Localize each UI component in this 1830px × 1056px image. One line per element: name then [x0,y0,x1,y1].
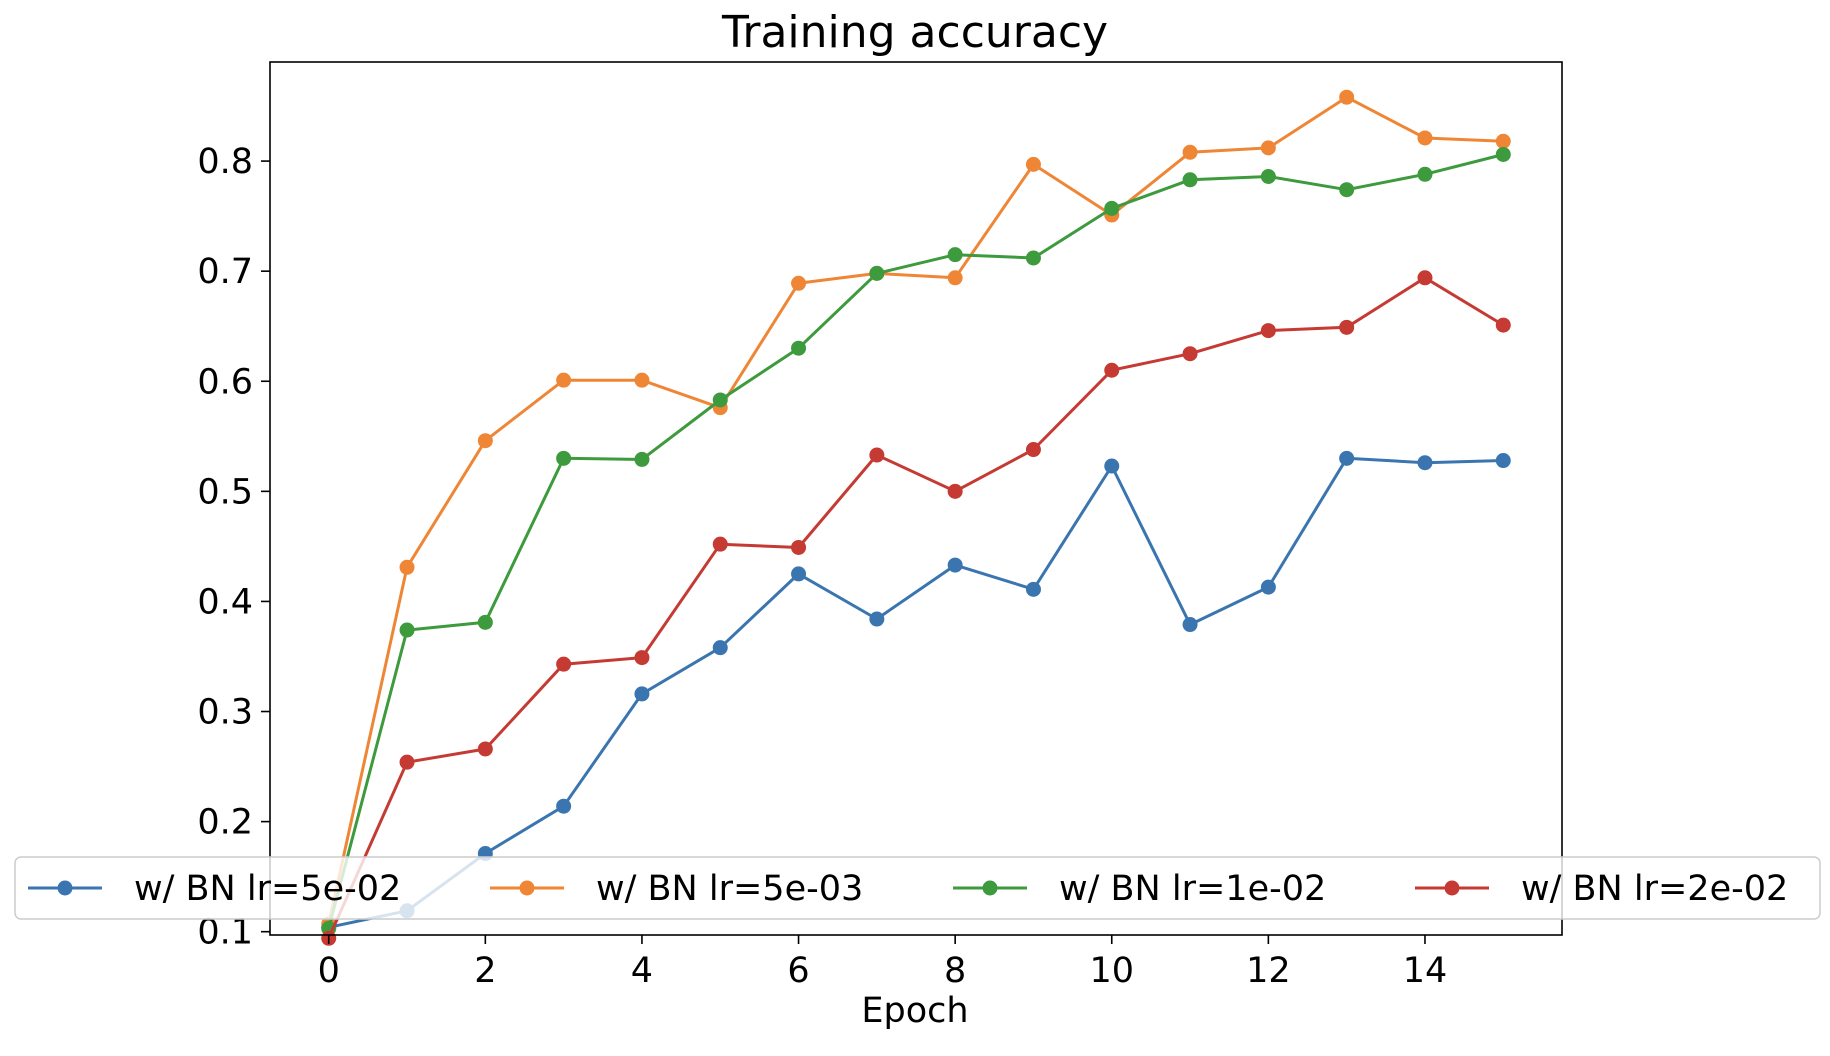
data-point [1495,133,1511,149]
data-point [1339,182,1355,198]
x-tick-label: 10 [1089,951,1134,991]
y-tick-label: 0.4 [197,582,253,622]
data-point [634,451,650,467]
data-point [1260,579,1276,595]
legend-marker [1444,880,1460,896]
data-point [556,798,572,814]
series-line [328,456,1504,929]
data-point [634,372,650,388]
legend-label: w/ BN lr=5e-02 [134,869,401,909]
plot-frame [269,61,1563,936]
data-point [791,275,807,291]
series-group [321,89,1511,932]
data-point [477,741,493,757]
data-point [1339,450,1355,466]
data-point [1104,200,1120,216]
legend-entry: w/ BN lr=1e-02 [953,869,1326,909]
data-point [477,614,493,630]
legend-marker [982,880,998,896]
data-point [712,640,728,656]
data-point [1182,346,1198,362]
data-point [1182,172,1198,188]
data-point [712,392,728,408]
y-tick-label: 0.2 [197,803,253,843]
data-point [1339,89,1355,105]
data-point [1495,317,1511,333]
x-tick-label: 12 [1246,951,1291,991]
data-point [477,433,493,449]
legend-entry: w/ BN lr=5e-03 [490,869,863,909]
data-point [1417,130,1433,146]
data-point [947,270,963,286]
data-point [1182,617,1198,633]
data-point [947,247,963,263]
x-tick-label: 2 [474,951,496,991]
data-point [556,372,572,388]
series-line [327,276,1505,939]
data-point [947,557,963,573]
data-point [556,656,572,672]
data-point [1495,146,1511,162]
y-tick-label: 0.8 [197,142,253,182]
data-point [791,539,807,555]
series-group [321,146,1511,936]
data-point [869,447,885,463]
data-point [399,754,415,770]
data-point [712,536,728,552]
data-point [634,650,650,666]
series-group [321,450,1511,935]
series-line [327,95,1504,925]
data-point [791,340,807,356]
legend-entry: w/ BN lr=2e-02 [1415,869,1788,909]
data-point [399,622,415,638]
chart-title: Training accuracy [721,7,1108,58]
y-tick-label: 0.5 [197,472,253,512]
legend-label: w/ BN lr=1e-02 [1059,869,1326,909]
data-point [1417,166,1433,182]
data-point [1495,453,1511,469]
data-point [556,450,572,466]
x-tick-label: 6 [787,951,809,991]
x-tick-label: 8 [944,951,966,991]
data-point [1417,270,1433,286]
data-point [634,686,650,702]
data-point [1260,168,1276,184]
y-tick-label: 0.3 [197,693,253,733]
legend-marker [57,880,73,896]
data-point [1025,581,1041,597]
data-point [869,265,885,281]
data-point [947,483,963,499]
data-point [869,611,885,627]
data-point [1104,458,1120,474]
series-line [327,153,1504,929]
legend-marker [519,880,535,896]
y-tick-label: 0.6 [197,362,253,402]
data-point [1025,250,1041,266]
x-tick-label: 14 [1403,951,1448,991]
legend-entry: w/ BN lr=5e-02 [28,869,401,909]
x-tick-label: 4 [631,951,653,991]
data-point [1104,362,1120,378]
x-tick-label: 0 [318,951,340,991]
data-point [1339,319,1355,335]
legend-label: w/ BN lr=5e-03 [596,869,863,909]
y-tick-label: 0.7 [197,252,253,292]
data-point [1025,442,1041,458]
legend-box [14,856,1821,920]
legend-label: w/ BN lr=2e-02 [1521,869,1788,909]
data-point [791,566,807,582]
data-point [399,559,415,575]
data-point [1417,455,1433,471]
data-point [1182,144,1198,160]
data-point [1025,156,1041,172]
data-point [1260,140,1276,156]
x-axis-label: Epoch [861,991,968,1031]
data-point [1260,323,1276,339]
